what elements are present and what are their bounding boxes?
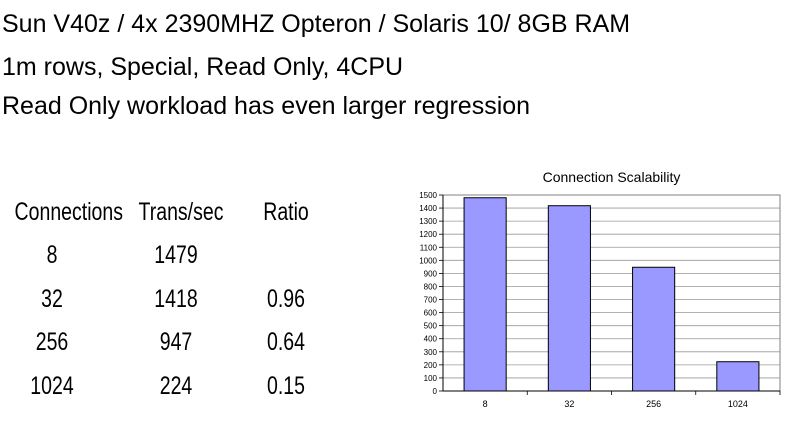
y-tick-label: 300 bbox=[424, 348, 438, 357]
table-header-row: Connections Trans/sec Ratio bbox=[0, 192, 340, 232]
header-trans-sec: Trans/sec bbox=[138, 198, 224, 226]
header-ratio: Ratio bbox=[263, 198, 309, 226]
x-tick-label: 8 bbox=[483, 399, 488, 409]
cell-ratio: 0.64 bbox=[267, 328, 305, 356]
y-tick-label: 1200 bbox=[419, 230, 437, 239]
y-tick-label: 900 bbox=[424, 269, 438, 278]
y-tick-label: 800 bbox=[424, 282, 438, 291]
bar-256 bbox=[632, 266, 676, 392]
y-tick-label: 1000 bbox=[419, 256, 437, 265]
y-tick-label: 100 bbox=[424, 374, 438, 383]
cell-trans-sec: 224 bbox=[159, 372, 193, 400]
headline-workload: 1m rows, Special, Read Only, 4CPU bbox=[2, 53, 404, 81]
x-tick-label: 32 bbox=[564, 399, 574, 409]
y-tick-label: 1400 bbox=[419, 204, 437, 213]
y-tick-label: 1100 bbox=[420, 243, 438, 252]
cell-trans-sec: 1479 bbox=[154, 241, 198, 269]
x-tick-label: 1024 bbox=[728, 399, 748, 409]
chart-title: Connection Scalability bbox=[543, 169, 681, 185]
table-row: 8 1479 bbox=[0, 235, 340, 275]
x-tick-label: 256 bbox=[646, 399, 661, 409]
connection-scalability-chart: Connection Scalability 0 100 200 300 400 500 60… bbox=[419, 169, 781, 409]
cell-ratio: 0.96 bbox=[267, 285, 305, 313]
table-row: 32 1418 0.96 bbox=[0, 279, 340, 319]
y-tick-label: 700 bbox=[424, 296, 438, 305]
cell-connections: 1024 bbox=[30, 372, 74, 400]
cell-ratio: 0.15 bbox=[267, 372, 305, 400]
table-row: 256 947 0.64 bbox=[0, 322, 340, 362]
header-connections: Connections bbox=[14, 198, 123, 226]
cell-connections: 32 bbox=[41, 285, 63, 313]
headline-hardware: Sun V40z / 4x 2390MHZ Opteron / Solaris … bbox=[2, 10, 631, 38]
bar-1024 bbox=[716, 361, 760, 392]
bar-8 bbox=[463, 197, 507, 392]
cell-connections: 8 bbox=[46, 241, 58, 269]
bar-32 bbox=[547, 205, 591, 392]
y-tick-label: 400 bbox=[424, 335, 438, 344]
table-row: 1024 224 0.15 bbox=[0, 366, 340, 406]
y-tick-label: 600 bbox=[424, 309, 438, 318]
cell-trans-sec: 947 bbox=[159, 328, 193, 356]
y-tick-label: 0 bbox=[433, 387, 438, 396]
cell-trans-sec: 1418 bbox=[154, 285, 198, 313]
headline-finding: Read Only workload has even larger regre… bbox=[2, 92, 531, 120]
y-tick-label: 200 bbox=[424, 361, 438, 370]
cell-connections: 256 bbox=[35, 328, 69, 356]
y-tick-label: 1300 bbox=[419, 217, 437, 226]
y-tick-label: 500 bbox=[424, 322, 438, 331]
y-tick-label: 1500 bbox=[419, 191, 437, 200]
